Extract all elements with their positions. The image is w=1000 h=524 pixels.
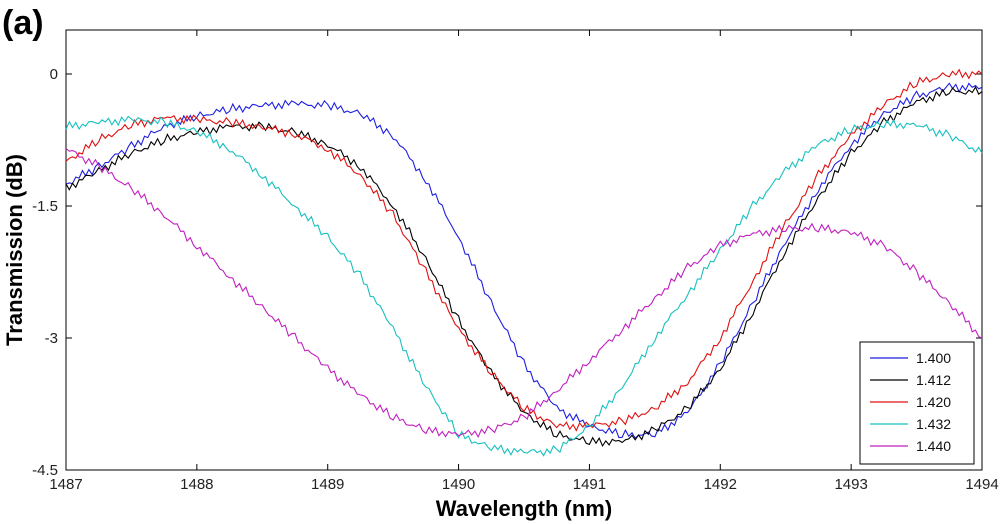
legend-entry: 1.412 — [916, 372, 951, 388]
y-tick-label: 0 — [50, 66, 58, 83]
legend-entry: 1.400 — [916, 350, 951, 366]
x-tick-label: 1487 — [49, 476, 82, 493]
series-line-1-412 — [65, 86, 983, 448]
legend-entry: 1.440 — [916, 438, 951, 454]
legend-entry: 1.432 — [916, 416, 951, 432]
series-line-1-432 — [65, 115, 983, 457]
legend-entry: 1.420 — [916, 394, 951, 410]
x-tick-label: 1489 — [311, 476, 344, 493]
series-line-1-400 — [65, 82, 983, 440]
x-tick-label: 1494 — [965, 476, 998, 493]
plot-frame — [65, 29, 983, 471]
panel-label: (a) — [2, 4, 44, 42]
legend: 1.400 1.412 1.420 1.432 1.440 — [859, 341, 975, 465]
y-tick-label: -4.5 — [32, 462, 58, 479]
y-tick-label: -3 — [45, 330, 58, 347]
y-axis-label: Transmission (dB) — [2, 154, 27, 346]
x-tick-label: 1488 — [180, 476, 213, 493]
series-line-1-440 — [65, 148, 983, 439]
x-tick-label: 1493 — [834, 476, 867, 493]
axis-ticks: 1487 1488 1489 1490 1491 1492 1493 1494 0 -1.5 -3 -… — [32, 30, 999, 493]
x-tick-label: 1490 — [442, 476, 475, 493]
y-tick-label: -1.5 — [32, 198, 58, 215]
x-tick-label: 1491 — [573, 476, 606, 493]
legend-box — [859, 341, 975, 465]
x-tick-label: 1492 — [704, 476, 737, 493]
x-axis-label: Wavelength (nm) — [436, 496, 612, 521]
series-line-1-420 — [65, 68, 983, 432]
series-layer — [65, 68, 983, 457]
